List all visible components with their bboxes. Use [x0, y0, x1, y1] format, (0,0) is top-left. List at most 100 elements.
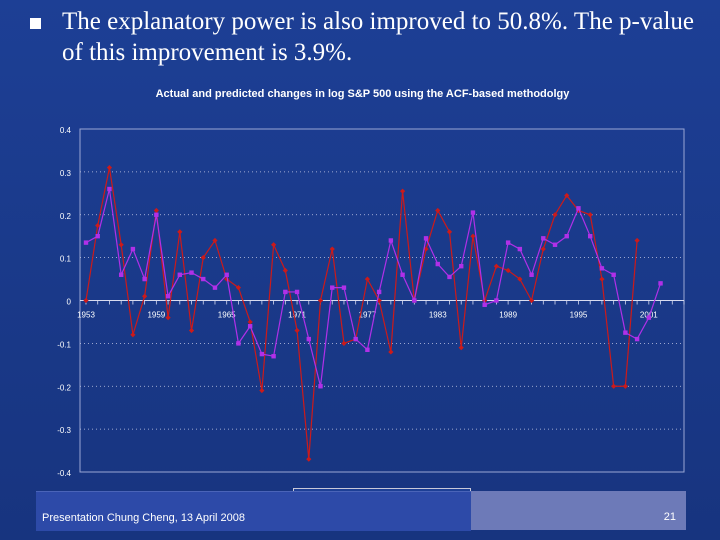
footer-band: Presentation Chung Cheng, 13 April 2008 …	[36, 491, 686, 531]
data-point	[423, 236, 429, 241]
data-point	[552, 242, 558, 247]
data-point	[294, 327, 300, 334]
x-tick-label: 1977	[359, 311, 377, 320]
y-tick-label: -0.4	[57, 469, 71, 478]
data-point	[341, 340, 347, 346]
y-tick-label: 0.1	[60, 255, 72, 264]
data-point	[201, 276, 206, 282]
data-point	[259, 351, 265, 357]
data-point	[142, 293, 148, 299]
data-point	[646, 315, 652, 320]
series-line-dsp-prediction	[85, 188, 662, 387]
data-point	[517, 246, 523, 252]
data-point	[458, 345, 464, 351]
data-point	[528, 297, 535, 304]
data-point	[236, 341, 241, 346]
data-point	[95, 222, 101, 229]
data-point	[330, 285, 335, 290]
data-point	[200, 255, 206, 261]
data-point	[388, 349, 394, 355]
data-point	[587, 233, 593, 239]
data-point	[599, 276, 605, 282]
data-point	[540, 246, 546, 252]
data-point	[130, 246, 136, 252]
data-point	[505, 240, 511, 245]
data-point	[388, 238, 394, 243]
footer-right-panel: 21	[471, 491, 686, 530]
data-point	[376, 289, 382, 295]
data-point	[306, 336, 311, 342]
chart-title: Actual and predicted changes in log S&P …	[155, 88, 570, 100]
data-point	[212, 237, 218, 244]
data-point	[247, 319, 253, 325]
data-point	[517, 276, 523, 282]
data-point	[247, 324, 253, 329]
data-point	[364, 276, 371, 282]
series-line-dsp	[85, 167, 638, 460]
data-point	[435, 261, 440, 267]
data-point	[634, 336, 640, 342]
data-point	[142, 276, 147, 282]
bullet-square-icon	[30, 18, 41, 29]
data-point	[294, 289, 300, 295]
data-point	[212, 285, 218, 290]
y-tick-label: -0.1	[57, 340, 71, 349]
data-point	[317, 297, 324, 304]
data-point	[154, 212, 159, 217]
data-point	[329, 246, 335, 252]
page-number: 21	[663, 511, 676, 523]
data-point	[259, 387, 265, 394]
footer-text: Presentation Chung Cheng, 13 April 2008	[42, 512, 246, 524]
y-tick-label: 0.3	[60, 169, 72, 178]
data-point	[611, 272, 616, 277]
data-point	[271, 354, 276, 359]
data-point	[564, 233, 569, 239]
data-point	[529, 272, 534, 277]
data-point	[482, 302, 487, 307]
data-point	[447, 274, 452, 280]
data-point	[130, 332, 136, 338]
y-tick-label: -0.2	[57, 383, 71, 392]
x-tick-label: 1953	[77, 311, 95, 320]
data-point	[564, 192, 570, 199]
data-point	[658, 281, 663, 286]
x-tick-label: 1971	[288, 311, 306, 320]
data-point	[189, 270, 194, 275]
data-point	[95, 233, 100, 239]
data-point	[318, 384, 323, 389]
data-point	[552, 212, 558, 218]
data-point	[446, 229, 453, 235]
data-point	[505, 267, 511, 274]
bullet-text: The explanatory power is also improved t…	[62, 8, 695, 66]
data-point	[106, 164, 113, 171]
data-point	[599, 266, 605, 271]
data-point	[399, 188, 406, 194]
data-point	[165, 315, 171, 321]
y-tick-label: 0.4	[60, 126, 72, 135]
x-tick-label: 1959	[147, 311, 165, 320]
data-point	[224, 272, 229, 277]
y-tick-label: 0	[67, 298, 72, 307]
data-point	[423, 246, 429, 252]
x-tick-label: 1983	[429, 311, 447, 320]
data-point	[177, 229, 183, 235]
data-point	[576, 206, 581, 211]
data-point	[188, 327, 195, 334]
data-point	[153, 207, 159, 214]
data-point	[365, 347, 370, 353]
data-point	[634, 237, 640, 244]
data-point	[493, 263, 499, 269]
data-point	[459, 264, 464, 269]
y-tick-label: 0.2	[60, 212, 72, 221]
data-point	[271, 242, 277, 248]
data-point	[177, 272, 183, 277]
data-point	[623, 330, 628, 335]
data-point	[470, 210, 476, 215]
data-point	[622, 383, 628, 389]
y-tick-label: -0.3	[57, 426, 71, 435]
data-point	[611, 383, 617, 389]
data-point	[235, 285, 242, 291]
x-tick-label: 1965	[218, 311, 236, 320]
x-tick-label: 1989	[499, 311, 517, 320]
